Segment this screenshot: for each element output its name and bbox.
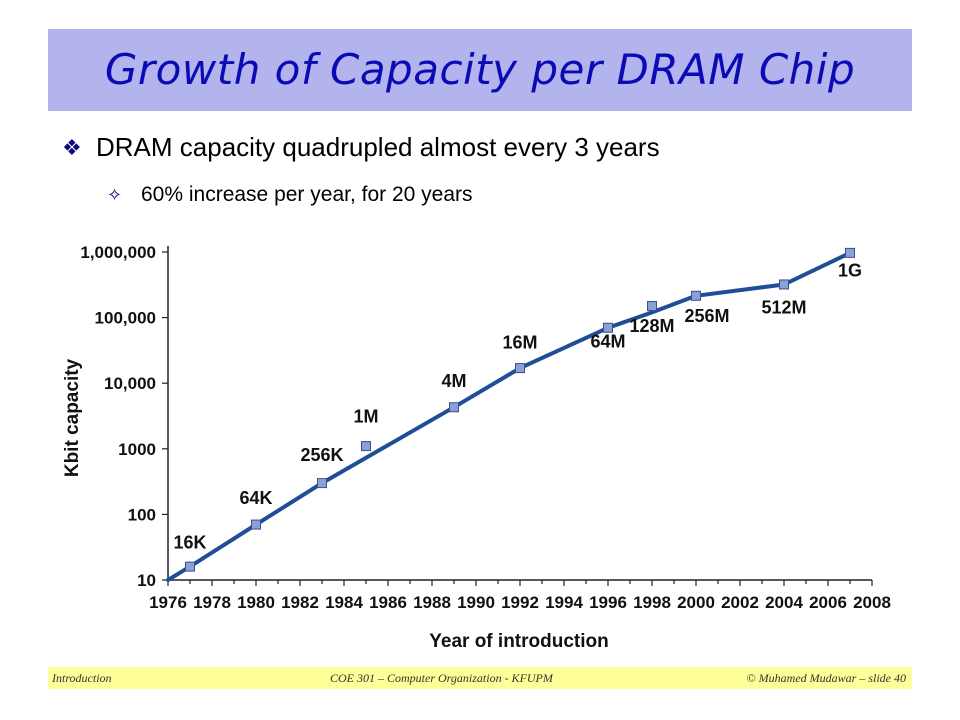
capacity-series-line — [166, 250, 852, 582]
data-label: 64M — [590, 332, 625, 352]
data-label: 16M — [502, 332, 537, 352]
data-label: 4M — [441, 371, 466, 391]
x-tick-label: 1992 — [501, 593, 539, 612]
data-label: 128M — [629, 316, 674, 336]
footer-bar: Introduction COE 301 – Computer Organiza… — [48, 667, 912, 689]
x-tick-label: 1982 — [281, 593, 319, 612]
footer-left: Introduction — [52, 671, 112, 685]
x-tick-label: 2002 — [721, 593, 759, 612]
data-label: 1M — [353, 407, 378, 427]
main-bullet-text: DRAM capacity quadrupled almost every 3 … — [96, 132, 660, 162]
main-bullet: ❖ DRAM capacity quadrupled almost every … — [62, 132, 660, 163]
x-tick-label: 1978 — [193, 593, 231, 612]
x-tick-label: 1988 — [413, 593, 451, 612]
data-label: 64K — [239, 488, 272, 508]
sub-bullet: ✧ 60% increase per year, for 20 years — [107, 183, 473, 207]
data-point-marker — [185, 561, 195, 572]
x-tick-label: 1986 — [369, 593, 407, 612]
data-point-marker — [603, 322, 613, 333]
star-bullet-icon: ✧ — [107, 184, 123, 205]
footer-center: COE 301 – Computer Organization - KFUPM — [330, 671, 553, 685]
data-point-marker — [515, 363, 525, 374]
x-tick-label: 2008 — [853, 593, 891, 612]
data-point-marker — [251, 519, 261, 530]
y-tick-label: 10 — [137, 571, 156, 590]
sub-bullet-text: 60% increase per year, for 20 years — [141, 183, 473, 206]
footer-right: © Muhamed Mudawar – slide 40 — [746, 671, 906, 685]
chart-axes: 10 100 1000 10,000 100,000 1,000,000 1976 1978 1… — [80, 243, 891, 612]
slide-title: Growth of Capacity per DRAM Chip — [104, 45, 856, 94]
diamond-bullet-icon: ❖ — [62, 134, 82, 160]
data-label: 256K — [300, 445, 343, 465]
x-tick-label: 1998 — [633, 593, 671, 612]
x-tick-label: 2000 — [677, 593, 715, 612]
x-tick-label: 1984 — [325, 593, 363, 612]
data-point-marker — [647, 301, 657, 312]
x-axis-label: Year of introduction — [429, 631, 608, 652]
x-tick-label: 2006 — [809, 593, 847, 612]
title-bar: Growth of Capacity per DRAM Chip — [48, 29, 912, 111]
data-label: 16K — [173, 533, 206, 553]
data-label: 1G — [838, 261, 862, 281]
x-tick-label: 1990 — [457, 593, 495, 612]
y-tick-label: 1000 — [118, 440, 156, 459]
data-point-marker — [691, 290, 701, 301]
data-point-marker — [317, 478, 327, 489]
y-tick-label: 100,000 — [95, 309, 156, 328]
data-label: 256M — [684, 306, 729, 326]
x-tick-label: 1980 — [237, 593, 275, 612]
x-tick-label: 1976 — [149, 593, 187, 612]
x-tick-label: 1996 — [589, 593, 627, 612]
data-point-marker — [845, 247, 855, 258]
y-tick-label: 10,000 — [104, 374, 156, 393]
y-axis-label: Kbit capacity — [62, 358, 83, 477]
x-tick-label: 2004 — [765, 593, 803, 612]
y-tick-label: 1,000,000 — [80, 243, 156, 262]
data-point-marker — [779, 279, 789, 290]
data-point-marker — [361, 441, 371, 452]
x-tick-label: 1994 — [545, 593, 583, 612]
data-point-marker — [449, 402, 459, 413]
chart-series — [166, 247, 855, 582]
y-tick-label: 100 — [128, 505, 156, 524]
data-label: 512M — [761, 298, 806, 318]
